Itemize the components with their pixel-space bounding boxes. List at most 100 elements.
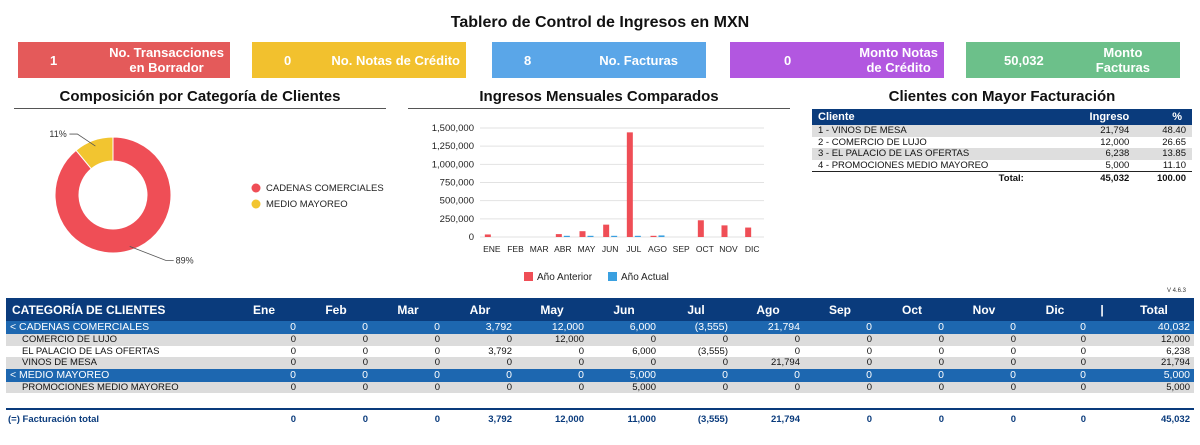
donut-slice (54, 136, 172, 254)
y-tick-label: 0 (469, 232, 474, 243)
bar-previous (555, 234, 562, 237)
top-clients-header: Cliente Ingreso % (812, 109, 1192, 125)
category-group-row[interactable]: < CADENAS COMERCIALES 0 0 0 3,792 12,000 6,000… (6, 321, 1194, 334)
bar-previous (745, 227, 752, 237)
col-pct[interactable]: % (1135, 109, 1192, 125)
client-name: 2 - COMERCIO DE LUJO (812, 136, 1064, 148)
kpi-draft-transactions[interactable]: 1 No. Transacciones en Borrador (18, 42, 230, 78)
x-tick-label: JUL (626, 244, 641, 254)
col-oct[interactable]: Oct (876, 298, 948, 321)
y-tick-label: 1,250,000 (432, 141, 474, 152)
kpi-invoices-count[interactable]: 8 No. Facturas (492, 42, 706, 78)
cell-value: 0 (876, 368, 948, 382)
top-clients-total-row: Total: 45,032 100.00 (812, 170, 1192, 185)
bar-legend[interactable]: Año Anterior Año Actual (524, 272, 669, 283)
category-table-header: CATEGORÍA DE CLIENTES Ene Feb Mar Abr May Jun J… (6, 298, 1194, 321)
cell-value: 0 (660, 381, 732, 394)
cell-value: 0 (372, 321, 444, 334)
col-ago[interactable]: Ago (732, 298, 804, 321)
table-row[interactable]: 4 - PROMOCIONES MEDIO MAYOREO 5,000 11.10 (812, 159, 1192, 171)
total-value: 3,792 (444, 408, 516, 430)
col-may[interactable]: May (516, 298, 588, 321)
col-jul[interactable]: Jul (660, 298, 732, 321)
kpi-credit-notes-count[interactable]: 0 No. Notas de Crédito (252, 42, 466, 78)
client-name: 1 - VINOS DE MESA (812, 125, 1064, 137)
x-tick-label: OCT (696, 244, 714, 254)
legend-marker (608, 272, 617, 281)
cell-value: 0 (660, 368, 732, 382)
kpi-label: No. Facturas (599, 52, 678, 68)
cell-value (1090, 334, 1114, 346)
cell-value: 3,792 (444, 345, 516, 358)
cell-value: (3,555) (660, 321, 732, 334)
col-ingreso[interactable]: Ingreso (1063, 109, 1136, 125)
kpi-invoices-amount[interactable]: 50,032 Monto Facturas (966, 42, 1180, 78)
col-mar[interactable]: Mar (372, 298, 444, 321)
donut-legend[interactable]: CADENAS COMERCIALES MEDIO MAYOREO (251, 183, 384, 210)
total-label: (=) Facturación total (6, 408, 228, 430)
total-value: 0 (300, 408, 372, 430)
table-row[interactable]: 1 - VINOS DE MESA 21,794 48.40 (812, 125, 1192, 137)
cell-value (1090, 357, 1114, 369)
cell-value: 0 (300, 381, 372, 394)
total-value: 45,032 (1114, 408, 1194, 430)
cell-value: 0 (948, 368, 1020, 382)
client-name: 3 - EL PALACIO DE LAS OFERTAS (812, 148, 1064, 160)
row-label: < CADENAS COMERCIALES (6, 321, 228, 334)
kpi-credit-notes-amount[interactable]: 0 Monto Notas de Crédito (730, 42, 944, 78)
cell-value: 0 (444, 368, 516, 382)
cell-value: 0 (1020, 357, 1090, 369)
kpi-label: Monto Notas de Crédito (859, 45, 938, 75)
category-client-row[interactable]: COMERCIO DE LUJO 0 0 0 0 12,000 0 0 0 0 0 0 0 12,000 (6, 334, 1194, 346)
cell-value (1090, 345, 1114, 358)
bar-previous (626, 132, 633, 237)
cell-value: 0 (1020, 321, 1090, 334)
total-value: 0 (372, 408, 444, 430)
table-row[interactable]: 2 - COMERCIO DE LUJO 12,000 26.65 (812, 136, 1192, 148)
x-tick-label: FEB (507, 244, 524, 254)
cell-value: 0 (444, 334, 516, 346)
category-group-row[interactable]: < MEDIO MAYOREO 0 0 0 0 0 5,000 0 0 0 0 0 0 5,000 (6, 368, 1194, 382)
donut-leader (129, 245, 174, 261)
total-value: 12,000 (516, 408, 588, 430)
kpi-value: 8 (524, 52, 532, 68)
col-nov[interactable]: Nov (948, 298, 1020, 321)
cell-value: 0 (516, 368, 588, 382)
col-abr[interactable]: Abr (444, 298, 516, 321)
cell-value: 0 (372, 334, 444, 346)
legend-marker (524, 272, 533, 281)
col-cliente[interactable]: Cliente (812, 109, 1064, 125)
category-client-row[interactable]: EL PALACIO DE LAS OFERTAS 0 0 0 3,792 0 6,000(… (6, 345, 1194, 358)
legend-label: Año Actual (621, 272, 669, 283)
col-dic[interactable]: Dic (1020, 298, 1090, 321)
col-jun[interactable]: Jun (588, 298, 660, 321)
cell-value: 0 (876, 345, 948, 358)
total-value: 11,000 (588, 408, 660, 430)
x-tick-label: AGO (648, 244, 667, 254)
cell-value: 0 (300, 357, 372, 369)
cell-value: 12,000 (1114, 334, 1194, 346)
cell-value: 21,794 (1114, 357, 1194, 369)
category-client-row[interactable]: PROMOCIONES MEDIO MAYOREO 0 0 0 0 0 5,000 0 0 0 0 0… (6, 381, 1194, 394)
cell-value: (3,555) (660, 345, 732, 358)
category-total-row: (=) Facturación total 0 0 0 3,792 12,000 11,00… (6, 408, 1194, 430)
cell-value: 0 (372, 345, 444, 358)
cell-value: 0 (516, 357, 588, 369)
cell-value: 0 (804, 357, 876, 369)
col-[interactable]: | (1090, 298, 1114, 321)
monthly-title: Ingresos Mensuales Comparados (479, 88, 719, 105)
table-row[interactable]: 3 - EL PALACIO DE LAS OFERTAS 6,238 13.85 (812, 148, 1192, 160)
row-label: EL PALACIO DE LAS OFERTAS (6, 345, 228, 358)
cell-value: 0 (300, 368, 372, 382)
cell-value: 0 (1020, 381, 1090, 394)
donut-slice (75, 136, 114, 170)
monthly-divider (408, 108, 790, 109)
cell-value: 5,000 (1114, 381, 1194, 394)
col-total[interactable]: Total (1114, 298, 1194, 321)
col-feb[interactable]: Feb (300, 298, 372, 321)
category-client-row[interactable]: VINOS DE MESA 0 0 0 0 0 0 0 21,794 0 0 0 0 21,794 (6, 357, 1194, 369)
col-category[interactable]: CATEGORÍA DE CLIENTES (6, 298, 228, 321)
col-ene[interactable]: Ene (228, 298, 300, 321)
col-sep[interactable]: Sep (804, 298, 876, 321)
cell-value: 0 (804, 345, 876, 358)
